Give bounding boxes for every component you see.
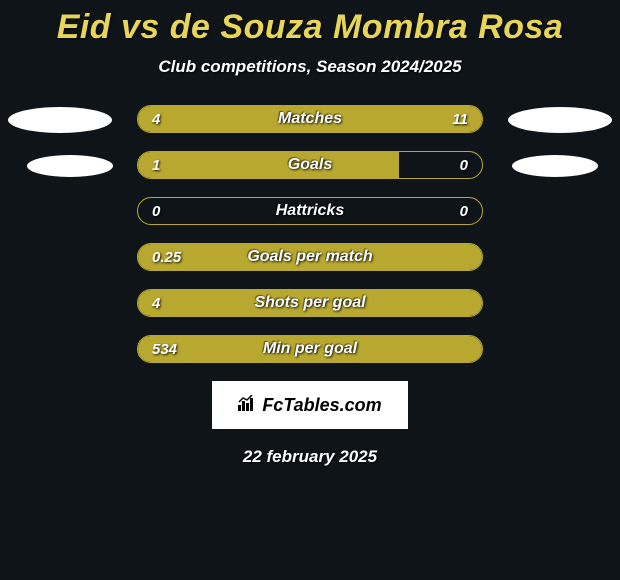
stat-label: Matches — [138, 106, 482, 132]
stat-label: Min per goal — [138, 336, 482, 362]
player-left-marker-2 — [27, 155, 113, 177]
page-title: Eid vs de Souza Mombra Rosa — [0, 8, 620, 47]
stat-row: 0Hattricks0 — [137, 197, 483, 225]
stat-label: Goals per match — [138, 244, 482, 270]
stat-row: 0.25Goals per match — [137, 243, 483, 271]
branding-text: FcTables.com — [262, 395, 381, 416]
stat-row: 1Goals0 — [137, 151, 483, 179]
stats-area: 4Matches111Goals00Hattricks00.25Goals pe… — [0, 105, 620, 363]
stat-bars: 4Matches111Goals00Hattricks00.25Goals pe… — [137, 105, 483, 363]
stat-value-right: 0 — [460, 152, 468, 178]
comparison-card: Eid vs de Souza Mombra Rosa Club competi… — [0, 0, 620, 467]
player-right-marker-2 — [512, 155, 598, 177]
stat-label: Goals — [138, 152, 482, 178]
stat-label: Shots per goal — [138, 290, 482, 316]
player-left-marker-1 — [8, 107, 112, 133]
branding-icon — [238, 395, 258, 416]
stat-row: 4Shots per goal — [137, 289, 483, 317]
branding-badge: FcTables.com — [212, 381, 408, 429]
stat-row: 4Matches11 — [137, 105, 483, 133]
stat-value-right: 11 — [452, 106, 468, 132]
subtitle: Club competitions, Season 2024/2025 — [0, 57, 620, 77]
date-label: 22 february 2025 — [0, 447, 620, 467]
stat-value-right: 0 — [460, 198, 468, 224]
stat-row: 534Min per goal — [137, 335, 483, 363]
player-right-marker-1 — [508, 107, 612, 133]
stat-label: Hattricks — [138, 198, 482, 224]
